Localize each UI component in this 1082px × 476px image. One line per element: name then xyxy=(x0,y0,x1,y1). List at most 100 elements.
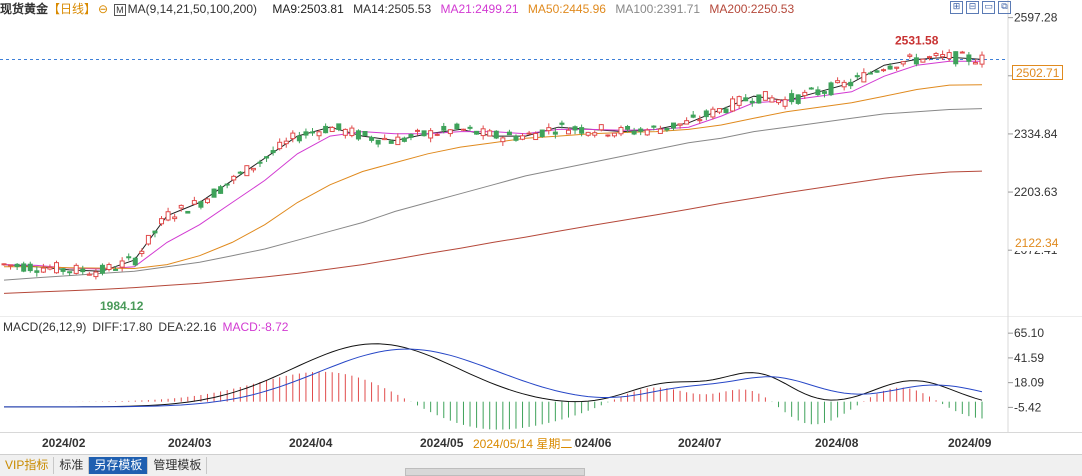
candle-body xyxy=(152,230,158,234)
candle-body xyxy=(605,134,611,137)
candle-body xyxy=(802,91,808,97)
candle-body xyxy=(861,72,867,83)
y-tick-label: 2597.28 xyxy=(1014,11,1058,25)
tab-standard[interactable]: 标准 xyxy=(54,457,90,474)
candle-body xyxy=(841,81,847,88)
macd-y-tick-label: 65.10 xyxy=(1014,326,1044,340)
candle-body xyxy=(401,137,407,142)
tab-vip-indicators[interactable]: VIP指标 xyxy=(0,457,55,474)
candle-body xyxy=(966,54,972,62)
x-label: 2024/02 xyxy=(42,436,86,450)
candle-body xyxy=(27,263,33,272)
macd-y-tick-label: 18.09 xyxy=(1014,376,1044,390)
candle-body xyxy=(382,137,388,141)
candle-body xyxy=(474,130,480,135)
candle-body xyxy=(716,108,722,113)
x-axis: 2024/02 2024/03 2024/04 2024/05 2024/06 … xyxy=(0,432,1082,452)
candle-body xyxy=(625,126,631,130)
candle-body xyxy=(907,54,913,57)
high-annotation: 2531.58 xyxy=(895,34,939,48)
candle-body xyxy=(867,72,873,75)
ma-icon: M xyxy=(114,4,126,16)
candle-body xyxy=(467,126,473,129)
candle-body xyxy=(677,123,683,126)
candle-body xyxy=(86,273,92,276)
ma9-value: MA9:2503.81 xyxy=(272,2,344,16)
candle-body xyxy=(487,130,493,137)
candle-body xyxy=(493,130,499,139)
candle-body xyxy=(447,129,453,135)
candle-body xyxy=(270,150,276,154)
macd-params: MACD(26,12,9) xyxy=(3,320,87,334)
macd-chart[interactable]: 65.10 41.59 18.09 -5.42 xyxy=(0,316,1082,432)
candle-body xyxy=(460,128,466,131)
restore-icon[interactable]: ⧉ xyxy=(998,1,1011,14)
candle-body xyxy=(1,263,7,266)
tab-manage-template[interactable]: 管理模板 xyxy=(148,457,208,474)
candle-body xyxy=(762,91,768,101)
candle-body xyxy=(533,132,539,141)
candle-body xyxy=(776,99,782,104)
x-label: 2024/08 xyxy=(815,436,859,450)
ma100-value: MA100:2391.71 xyxy=(615,2,701,16)
price-chart[interactable]: 2597.282466.062334.842203.632072.412531.… xyxy=(0,0,1082,316)
candle-body xyxy=(395,136,401,146)
candle-body xyxy=(933,52,939,56)
candle-body xyxy=(191,200,197,205)
candle-body xyxy=(520,135,526,140)
candle-body xyxy=(264,156,270,159)
x-label: 2024/03 xyxy=(168,436,212,450)
candle-body xyxy=(684,120,690,125)
chart-header: 现货黄金【日线】 ⊖ M MA(9,14,21,50,100,200) MA9:250… xyxy=(0,0,1010,18)
candle-body xyxy=(874,70,880,73)
expand-icon[interactable]: ⊞ xyxy=(950,1,963,14)
candle-body xyxy=(277,141,283,150)
candle-body xyxy=(119,260,125,268)
candle-body xyxy=(244,165,250,177)
horizontal-scrollbar[interactable] xyxy=(405,468,585,476)
ma200-value: MA200:2250.53 xyxy=(709,2,795,16)
ma-line-ma50 xyxy=(4,84,983,270)
minimize-icon[interactable]: ▭ xyxy=(982,1,995,14)
candle-body xyxy=(611,132,617,137)
candle-body xyxy=(99,264,105,274)
period-label[interactable]: 【日线】 xyxy=(48,2,97,16)
candle-body xyxy=(913,57,919,65)
ma21-value: MA21:2499.21 xyxy=(440,2,519,16)
low-annotation: 1984.12 xyxy=(100,299,144,313)
candle-body xyxy=(349,127,355,137)
candle-body xyxy=(283,140,289,145)
candle-body xyxy=(47,266,53,270)
candle-body xyxy=(126,256,132,259)
ma50-value: MA50:2445.96 xyxy=(527,2,606,16)
candle-body xyxy=(342,128,348,136)
candle-body xyxy=(736,96,742,106)
candle-body xyxy=(434,133,440,136)
candle-body xyxy=(323,125,329,134)
candle-body xyxy=(585,131,591,136)
candle-body xyxy=(920,58,926,63)
candle-body xyxy=(250,167,256,171)
candle-body xyxy=(14,263,20,268)
candle-body xyxy=(415,129,421,132)
y-tick-label: 2334.84 xyxy=(1014,127,1058,141)
tab-save-template[interactable]: 另存模板 xyxy=(89,457,149,474)
candle-body xyxy=(959,51,965,54)
candle-body xyxy=(257,161,263,164)
settings-icon[interactable]: ⊖ xyxy=(98,2,109,16)
candle-body xyxy=(881,69,887,72)
candle-body xyxy=(631,130,637,135)
candle-body xyxy=(756,94,762,104)
cursor-date: 2024/05/14 星期二 xyxy=(471,435,575,452)
candle-body xyxy=(172,216,178,220)
macd-value: MACD:-8.72 xyxy=(222,320,289,334)
candle-body xyxy=(526,132,532,135)
shrink-icon[interactable]: ⊟ xyxy=(966,1,979,14)
candle-body xyxy=(730,98,736,112)
ma-line-ma200 xyxy=(3,170,983,294)
candle-body xyxy=(54,262,60,274)
candle-body xyxy=(539,129,545,138)
candle-body xyxy=(644,129,650,136)
ma-line-ma21 xyxy=(3,60,982,270)
